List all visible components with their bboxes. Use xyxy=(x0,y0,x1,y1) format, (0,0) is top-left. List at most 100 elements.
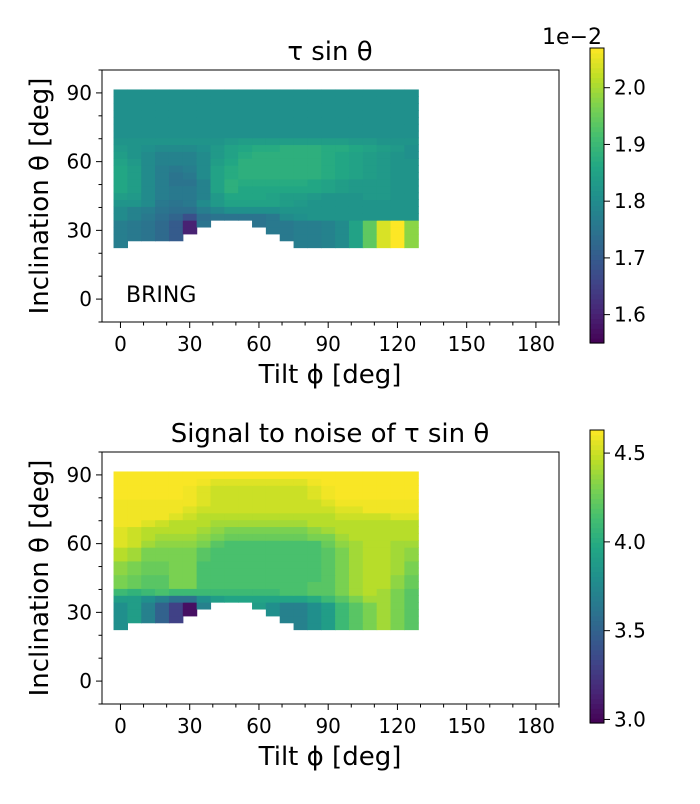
heatmap-cell xyxy=(376,595,392,603)
heatmap-cell xyxy=(113,144,128,152)
heatmap-cell xyxy=(321,581,336,589)
colorbar-segment xyxy=(590,323,604,329)
colorbar-segment xyxy=(590,264,604,270)
heatmap-cell xyxy=(279,199,295,207)
heatmap-cell xyxy=(196,567,212,576)
heatmap-cell xyxy=(127,226,142,235)
heatmap-cell xyxy=(404,137,419,146)
heatmap-cell xyxy=(224,144,239,152)
heatmap-cell xyxy=(265,123,281,132)
colorbar-segment xyxy=(590,121,604,128)
heatmap-cell xyxy=(335,608,350,617)
heatmap-cell xyxy=(182,185,198,194)
heatmap-cell xyxy=(113,240,128,249)
heatmap-cell xyxy=(155,233,170,242)
heatmap-cell xyxy=(168,581,184,589)
heatmap-cell xyxy=(141,137,156,146)
heatmap-cell xyxy=(141,553,156,562)
heatmap-cell xyxy=(293,574,309,583)
heatmap-cell xyxy=(335,171,350,180)
heatmap-cell xyxy=(390,89,405,97)
heatmap-cell xyxy=(155,220,170,228)
heatmap-cell xyxy=(224,185,239,194)
heatmap-cell xyxy=(307,505,322,514)
heatmap-cell xyxy=(155,103,170,111)
heatmap-cell xyxy=(335,595,350,603)
heatmap-cell xyxy=(348,220,364,228)
heatmap-cell xyxy=(238,533,253,541)
heatmap-cell xyxy=(348,547,364,555)
heatmap-cell xyxy=(265,110,281,118)
heatmap-cell xyxy=(168,226,184,235)
heatmap-cell xyxy=(348,171,364,180)
heatmap-cell xyxy=(210,213,225,221)
heatmap-cell xyxy=(238,588,253,596)
heatmap-cell xyxy=(196,519,212,528)
heatmap-cell xyxy=(252,492,267,500)
heatmap-cell xyxy=(321,478,336,486)
colorbar-segment xyxy=(590,67,604,74)
heatmap-cell xyxy=(252,151,267,159)
x-tick-label: 180 xyxy=(517,332,555,356)
heatmap-cell xyxy=(127,130,142,139)
heatmap-cell xyxy=(252,553,267,562)
heatmap-cell xyxy=(362,123,378,132)
colorbar-segment xyxy=(590,708,604,714)
heatmap-cell xyxy=(376,553,392,562)
colorbar-segment xyxy=(590,537,604,543)
heatmap-cell xyxy=(196,512,212,521)
x-axis-label: Tilt ϕ [deg] xyxy=(258,742,402,772)
heatmap-cell xyxy=(127,213,142,221)
heatmap-cell xyxy=(113,485,128,493)
heatmap-cell xyxy=(362,206,378,214)
x-tick-label: 30 xyxy=(177,714,202,738)
heatmap-cell xyxy=(348,485,364,493)
heatmap-cell xyxy=(390,110,405,118)
heatmap-cell xyxy=(196,492,212,500)
heatmap-cell xyxy=(252,602,267,610)
heatmap-cell xyxy=(279,485,295,493)
heatmap-cell xyxy=(196,206,212,214)
heatmap-cell xyxy=(127,171,142,180)
heatmap-cell xyxy=(279,471,295,479)
heatmap-cell xyxy=(335,615,350,624)
heatmap-cell xyxy=(376,547,392,555)
colorbar-frame xyxy=(589,47,605,344)
heatmap-cell xyxy=(348,130,364,139)
colorbar-segment xyxy=(590,581,604,587)
heatmap-cell xyxy=(113,588,128,596)
y-ticks: 0 30 60 90 xyxy=(67,69,102,323)
heatmap-cell xyxy=(279,519,295,528)
heatmap-cell xyxy=(168,89,184,97)
heatmap-cell xyxy=(182,199,198,207)
heatmap-cell xyxy=(155,178,170,187)
heatmap-cell xyxy=(265,526,281,534)
heatmap-cell xyxy=(279,110,295,118)
colorbar-segment xyxy=(590,698,604,705)
heatmap-cell xyxy=(127,137,142,146)
heatmap-cell xyxy=(376,233,392,242)
heatmap-cell xyxy=(321,151,336,159)
heatmap-cell xyxy=(390,192,405,201)
heatmap-cell xyxy=(404,220,419,228)
heatmap-cell xyxy=(362,622,378,631)
colorbar-segment xyxy=(590,136,604,143)
heatmap-cell xyxy=(210,178,225,187)
heatmap-cell xyxy=(155,512,170,521)
heatmap-cell xyxy=(224,581,239,589)
heatmap-cell xyxy=(362,471,378,479)
heatmap-cell xyxy=(265,492,281,500)
heatmap-cell xyxy=(113,492,128,500)
heatmap-cell xyxy=(348,199,364,207)
heatmap-cell xyxy=(335,498,350,507)
heatmap-cell xyxy=(321,192,336,201)
colorbar-segment xyxy=(590,254,604,261)
heatmap-cell xyxy=(404,123,419,132)
heatmap-cell xyxy=(348,615,364,624)
heatmap-cell xyxy=(293,512,309,521)
heatmap-cell xyxy=(404,567,419,576)
x-ticks: 0 30 60 90 120 150 180 xyxy=(114,322,560,356)
colorbar-tick-label: 1.9 xyxy=(614,132,646,156)
plot-frame xyxy=(101,451,560,705)
heatmap-cell xyxy=(279,581,295,589)
